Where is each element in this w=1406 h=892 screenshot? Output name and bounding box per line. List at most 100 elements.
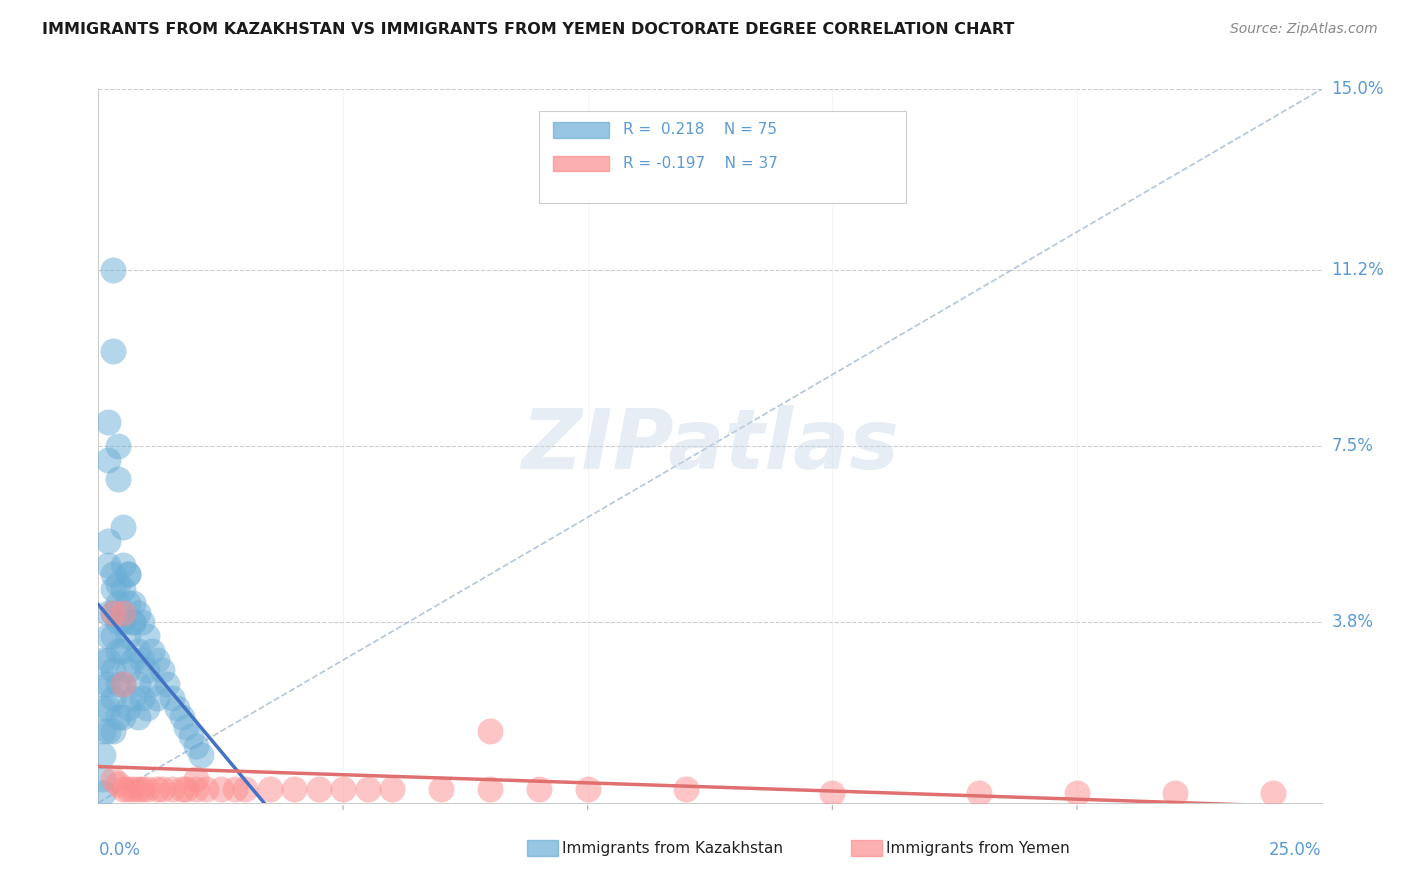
Point [117, 596, 139, 610]
Text: IMMIGRANTS FROM KAZAKHSTAN VS IMMIGRANTS FROM YEMEN DOCTORATE DEGREE CORRELATION: IMMIGRANTS FROM KAZAKHSTAN VS IMMIGRANTS… [42, 22, 1015, 37]
Point [127, 781, 149, 796]
Point [101, 582, 124, 596]
Point [478, 781, 501, 796]
Point [195, 781, 218, 796]
Point [111, 582, 134, 596]
Point [111, 643, 134, 657]
Point [186, 739, 208, 753]
Point [107, 472, 129, 486]
Text: Source: ZipAtlas.com: Source: ZipAtlas.com [1230, 22, 1378, 37]
Point [127, 606, 149, 620]
Point [1164, 786, 1187, 800]
Point [107, 710, 129, 724]
Point [478, 724, 501, 739]
Point [283, 781, 305, 796]
Point [111, 520, 134, 534]
Point [141, 677, 163, 691]
Point [107, 677, 129, 691]
Point [150, 781, 173, 796]
Point [111, 677, 134, 691]
Point [97, 558, 120, 572]
Bar [554, 122, 609, 137]
Point [117, 567, 139, 582]
Point [97, 653, 120, 667]
Point [91, 748, 114, 763]
Point [233, 781, 256, 796]
Point [117, 567, 139, 582]
Point [111, 615, 134, 629]
FancyBboxPatch shape [538, 111, 905, 203]
Point [111, 558, 134, 572]
Point [136, 663, 159, 677]
Point [131, 615, 153, 629]
Point [107, 777, 129, 791]
Point [224, 781, 246, 796]
Point [107, 643, 129, 657]
Text: Immigrants from Yemen: Immigrants from Yemen [886, 841, 1070, 855]
Point [91, 653, 114, 667]
Text: Immigrants from Kazakhstan: Immigrants from Kazakhstan [562, 841, 783, 855]
Point [136, 629, 159, 643]
Point [170, 781, 193, 796]
Point [111, 781, 134, 796]
Text: 7.5%: 7.5% [1331, 437, 1374, 455]
Text: R = -0.197    N = 37: R = -0.197 N = 37 [623, 156, 778, 171]
Point [111, 710, 134, 724]
Text: 15.0%: 15.0% [1331, 80, 1384, 98]
Point [121, 691, 143, 706]
Point [131, 691, 153, 706]
Point [97, 415, 120, 429]
Point [91, 677, 114, 691]
Point [121, 596, 143, 610]
Point [967, 786, 990, 800]
Point [91, 786, 114, 800]
Point [101, 343, 124, 358]
Point [121, 615, 143, 629]
Text: R =  0.218    N = 75: R = 0.218 N = 75 [623, 122, 778, 137]
Point [136, 781, 159, 796]
Point [166, 700, 188, 714]
Point [91, 724, 114, 739]
Text: ZIPatlas: ZIPatlas [522, 406, 898, 486]
Point [101, 629, 124, 643]
Point [150, 663, 173, 677]
Point [186, 772, 208, 786]
Point [121, 653, 143, 667]
Point [356, 781, 378, 796]
Point [97, 677, 120, 691]
Point [209, 781, 232, 796]
Point [117, 700, 139, 714]
Point [131, 653, 153, 667]
Point [127, 643, 149, 657]
Point [101, 772, 124, 786]
Point [146, 691, 169, 706]
Point [107, 596, 129, 610]
Point [308, 781, 330, 796]
Point [101, 606, 124, 620]
Point [146, 781, 169, 796]
Point [97, 629, 120, 643]
Point [821, 786, 844, 800]
Point [527, 781, 550, 796]
Point [117, 663, 139, 677]
Point [101, 663, 124, 677]
Text: 11.2%: 11.2% [1331, 261, 1384, 279]
Point [111, 606, 134, 620]
Point [91, 700, 114, 714]
Point [127, 710, 149, 724]
Point [576, 781, 599, 796]
Point [190, 748, 212, 763]
Point [97, 606, 120, 620]
Point [107, 577, 129, 591]
Point [97, 724, 120, 739]
Point [332, 781, 354, 796]
Point [101, 606, 124, 620]
Text: 0.0%: 0.0% [98, 841, 141, 859]
Point [117, 781, 139, 796]
Point [186, 781, 208, 796]
Point [176, 720, 198, 734]
Point [101, 691, 124, 706]
Point [117, 629, 139, 643]
Point [97, 534, 120, 549]
Point [136, 700, 159, 714]
